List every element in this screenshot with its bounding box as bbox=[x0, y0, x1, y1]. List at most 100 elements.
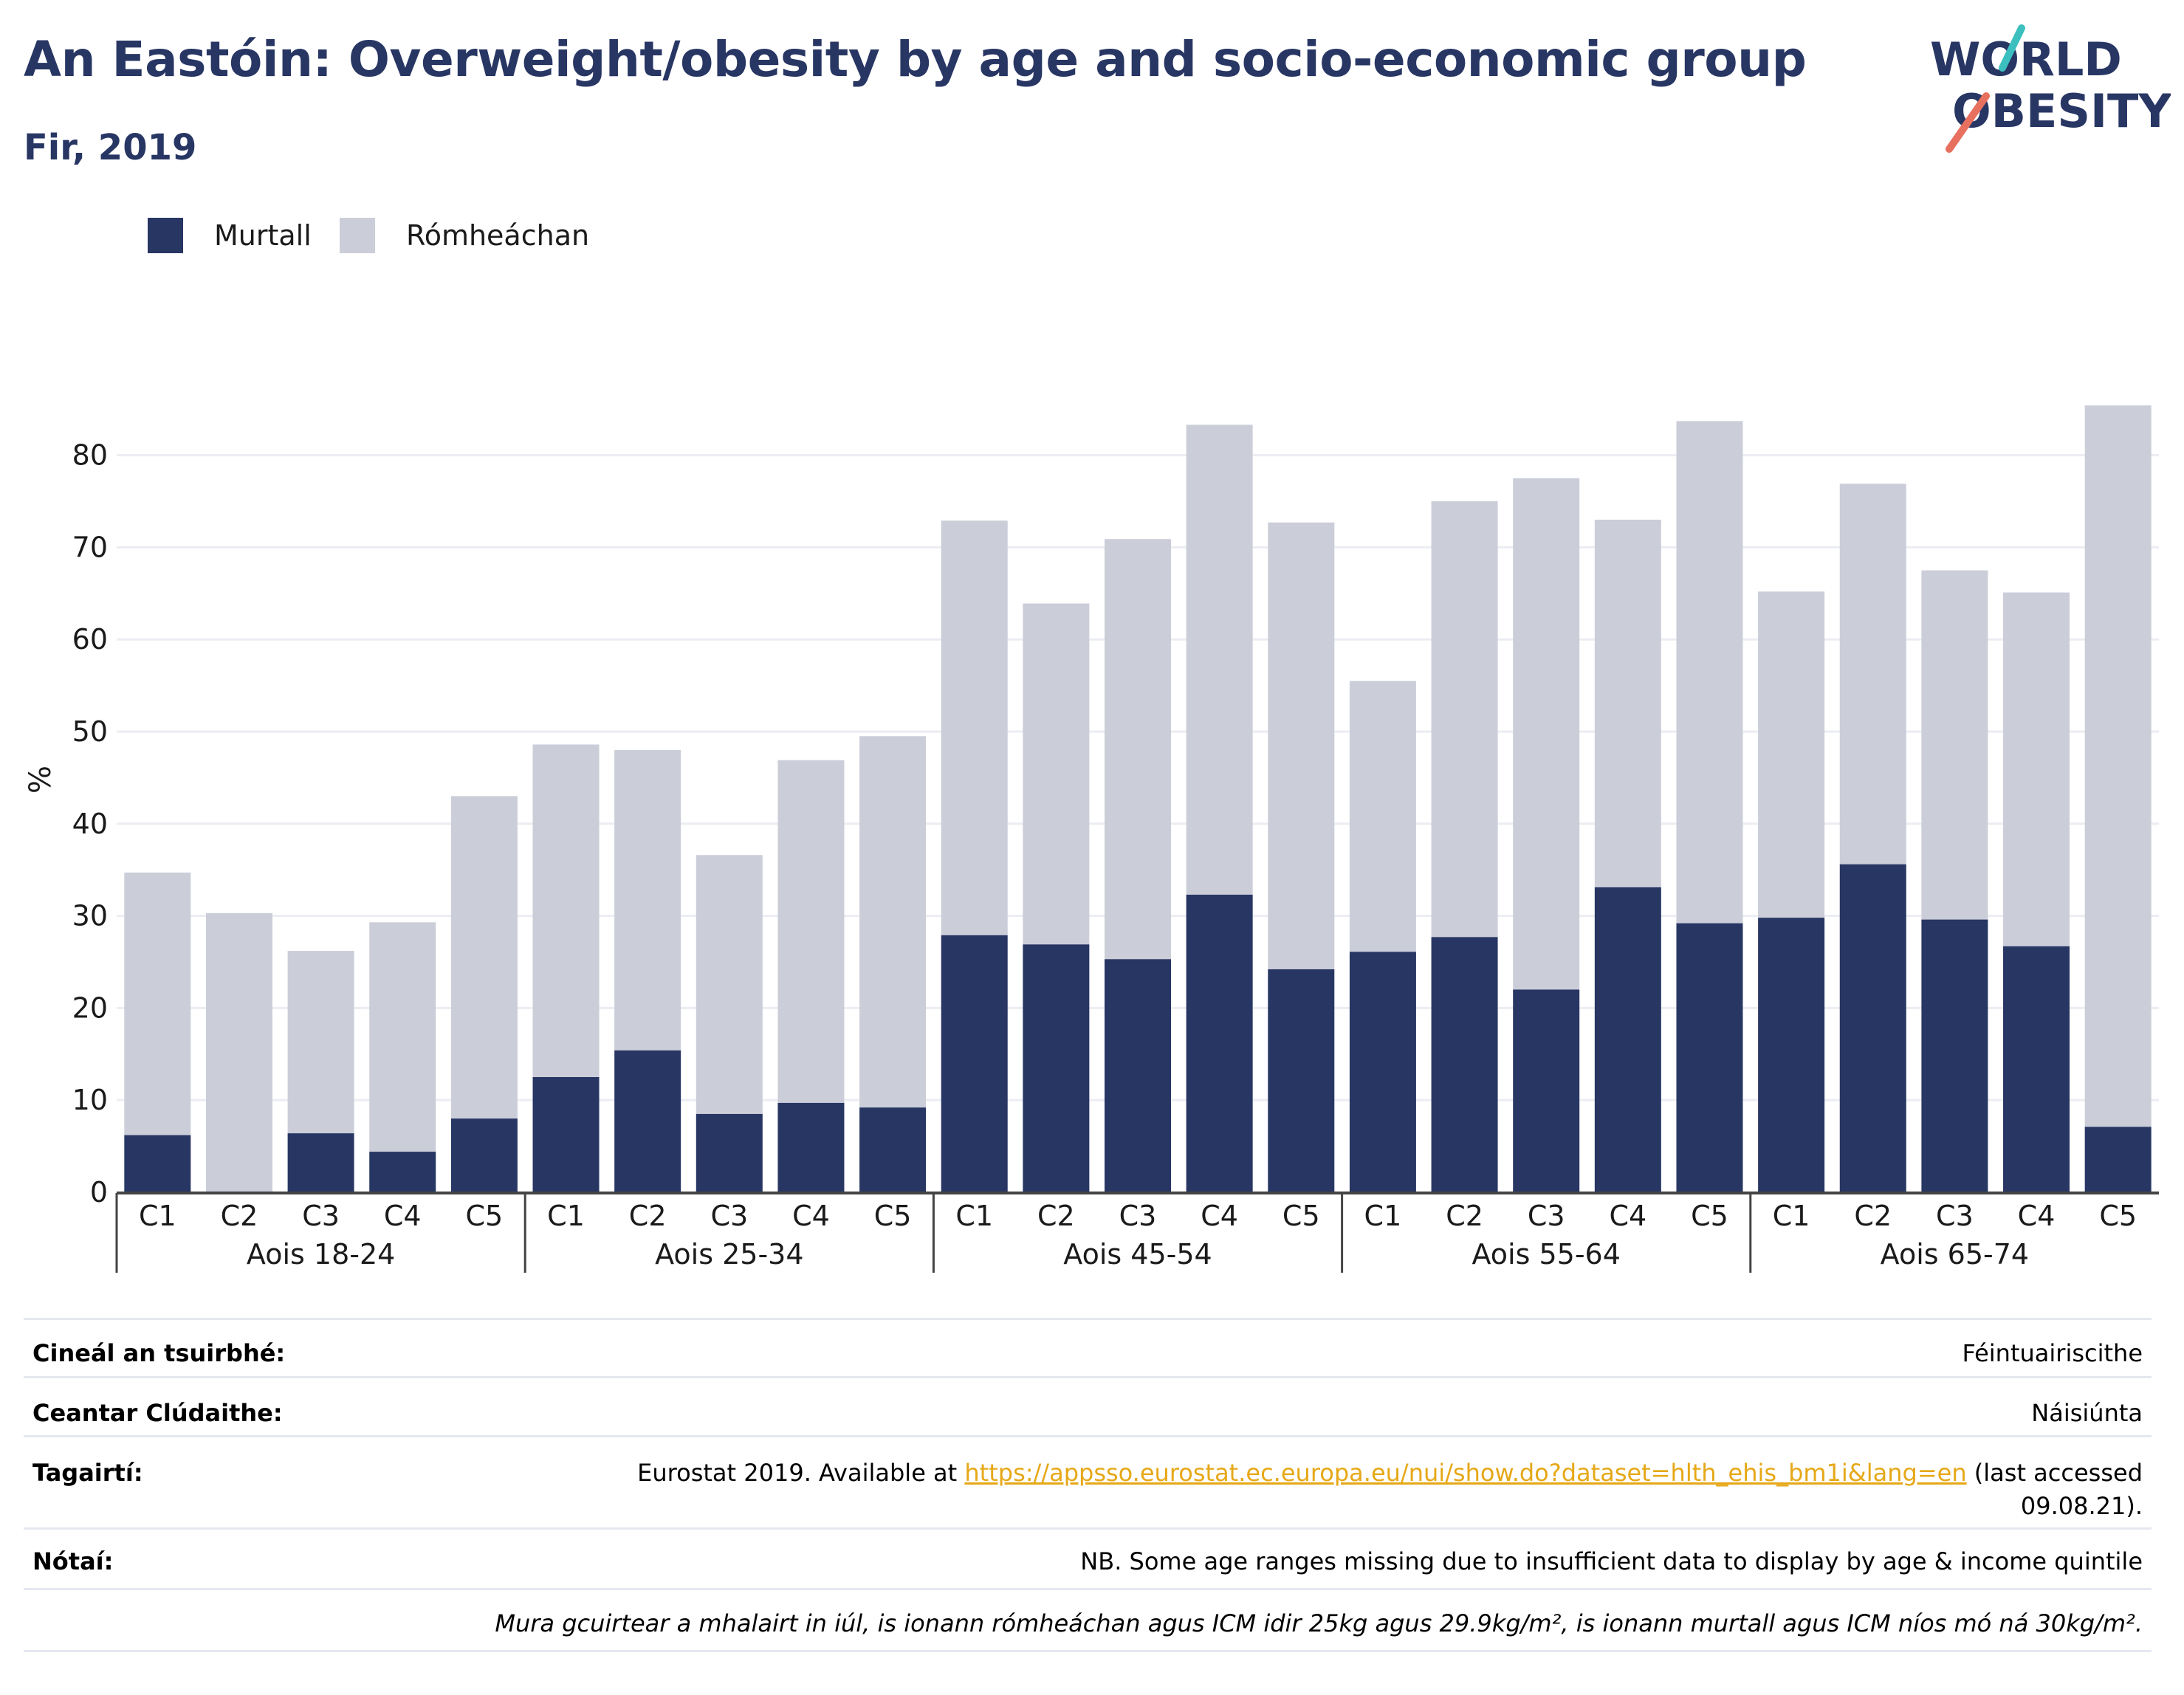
references-link[interactable]: https://appsso.eurostat.ec.europa.eu/nui… bbox=[964, 1459, 1967, 1487]
bar-murtall bbox=[2003, 946, 2070, 1192]
info-table: Cineál an tsuirbhé: Féintuairiscithe Cea… bbox=[24, 1318, 2152, 1652]
bar-romheachan bbox=[2003, 592, 2070, 946]
bar-murtall bbox=[1921, 919, 1988, 1192]
bar-romheachan bbox=[859, 736, 927, 1108]
y-tick-label: 10 bbox=[72, 1084, 108, 1116]
bar-romheachan bbox=[1268, 522, 1335, 969]
bar-romheachan bbox=[1186, 424, 1253, 895]
bar-murtall bbox=[1349, 952, 1416, 1192]
x-tick-label: C5 bbox=[1691, 1200, 1728, 1232]
bar-murtall bbox=[124, 1135, 191, 1192]
survey-type-value: Féintuairiscithe bbox=[437, 1318, 2152, 1378]
x-tick-label: C5 bbox=[466, 1200, 504, 1232]
references-label: Tagairtí: bbox=[24, 1436, 437, 1530]
y-tick-label: 40 bbox=[72, 808, 108, 840]
bar-romheachan bbox=[1105, 539, 1171, 960]
y-tick-label: 30 bbox=[72, 900, 108, 932]
chart-title: An Eastóin: Overweight/obesity by age an… bbox=[24, 31, 1807, 88]
bar-murtall bbox=[941, 935, 1008, 1192]
bar-romheachan bbox=[450, 796, 518, 1119]
bar-romheachan bbox=[287, 951, 354, 1134]
bar-romheachan bbox=[205, 912, 272, 1192]
y-tick-label: 20 bbox=[72, 991, 108, 1024]
area-label: Ceantar Clúdaithe: bbox=[24, 1377, 437, 1437]
bar-murtall bbox=[1268, 969, 1335, 1192]
bar-murtall bbox=[369, 1152, 436, 1192]
x-tick-label: C1 bbox=[139, 1200, 176, 1232]
legend-label-murtall: Murtall bbox=[214, 219, 312, 252]
bar-murtall bbox=[1594, 887, 1661, 1192]
bar-murtall bbox=[859, 1107, 927, 1192]
survey-type-label: Cineál an tsuirbhé: bbox=[24, 1318, 437, 1378]
notes-value: NB. Some age ranges missing due to insuf… bbox=[437, 1528, 2152, 1590]
bar-romheachan bbox=[1513, 478, 1580, 990]
world-obesity-logo: WORLD OBESITY bbox=[1930, 24, 2171, 153]
references-prefix: Eurostat 2019. Available at bbox=[637, 1459, 965, 1487]
bar-murtall bbox=[2084, 1127, 2152, 1192]
bar-romheachan bbox=[1023, 603, 1090, 945]
x-group-label: Aois 55-64 bbox=[1472, 1238, 1620, 1271]
y-tick-label: 70 bbox=[72, 531, 108, 563]
references-suffix: (last accessed bbox=[1966, 1459, 2143, 1487]
bar-murtall bbox=[1758, 918, 1825, 1192]
bar-murtall bbox=[1513, 989, 1580, 1192]
bar-romheachan bbox=[1349, 681, 1416, 952]
x-tick-label: C4 bbox=[792, 1200, 830, 1232]
bar-murtall bbox=[777, 1102, 845, 1192]
references-value: Eurostat 2019. Available at https://apps… bbox=[437, 1436, 2152, 1530]
bar-murtall bbox=[1839, 864, 1906, 1192]
footnote: Mura gcuirtear a mhalairt in iúl, is ion… bbox=[24, 1589, 2152, 1652]
bar-romheachan bbox=[1431, 501, 1498, 938]
bar-murtall bbox=[1431, 937, 1498, 1192]
legend-swatch-romheachan bbox=[340, 218, 375, 253]
x-tick-label: C1 bbox=[547, 1200, 585, 1232]
x-tick-label: C4 bbox=[1609, 1200, 1646, 1232]
bar-murtall bbox=[287, 1133, 354, 1192]
x-tick-label: C3 bbox=[1528, 1200, 1565, 1232]
bar-murtall bbox=[450, 1118, 518, 1192]
x-group-label: Aois 25-34 bbox=[655, 1238, 803, 1271]
bar-romheachan bbox=[1676, 421, 1743, 924]
x-tick-label: C3 bbox=[302, 1200, 340, 1232]
y-tick-label: 80 bbox=[72, 439, 108, 472]
references-date: 09.08.21). bbox=[2020, 1492, 2143, 1520]
bar-murtall bbox=[1676, 923, 1743, 1192]
x-tick-label: C2 bbox=[1446, 1200, 1483, 1232]
x-tick-label: C1 bbox=[955, 1200, 993, 1232]
x-tick-label: C1 bbox=[1773, 1200, 1810, 1232]
y-tick-label: 60 bbox=[72, 623, 108, 656]
info-row-footnote: Mura gcuirtear a mhalairt in iúl, is ion… bbox=[24, 1589, 2152, 1652]
logo-word-world: WORLD bbox=[1930, 32, 2122, 86]
bar-romheachan bbox=[614, 749, 681, 1051]
bar-murtall bbox=[1105, 959, 1171, 1192]
x-tick-label: C5 bbox=[874, 1200, 912, 1232]
x-tick-label: C2 bbox=[1037, 1200, 1075, 1232]
bar-murtall bbox=[1186, 894, 1253, 1192]
x-tick-label: C5 bbox=[1282, 1200, 1320, 1232]
bar-murtall bbox=[614, 1050, 681, 1192]
info-row-references: Tagairtí: Eurostat 2019. Available at ht… bbox=[24, 1436, 2152, 1530]
bar-murtall bbox=[696, 1113, 763, 1192]
bar-romheachan bbox=[1594, 519, 1661, 887]
x-tick-label: C2 bbox=[1854, 1200, 1892, 1232]
bar-romheachan bbox=[777, 760, 845, 1103]
bar-romheachan bbox=[696, 855, 763, 1114]
bar-romheachan bbox=[1921, 570, 1988, 920]
bar-romheachan bbox=[369, 922, 436, 1152]
y-tick-label: 50 bbox=[72, 715, 108, 748]
area-value: Náisiúnta bbox=[437, 1377, 2152, 1437]
x-tick-label: C4 bbox=[384, 1200, 422, 1232]
logo-word-obesity: OBESITY bbox=[1952, 84, 2171, 138]
x-group-label: Aois 45-54 bbox=[1063, 1238, 1212, 1271]
x-tick-label: C2 bbox=[629, 1200, 667, 1232]
x-tick-label: C3 bbox=[1936, 1200, 1974, 1232]
legend-item-romheachan[interactable]: Rómheáchan bbox=[340, 218, 589, 253]
x-tick-label: C4 bbox=[2018, 1200, 2056, 1232]
x-tick-label: C3 bbox=[710, 1200, 748, 1232]
x-tick-label: C1 bbox=[1364, 1200, 1402, 1232]
notes-label: Nótaí: bbox=[24, 1528, 437, 1590]
chart-subtitle: Fir, 2019 bbox=[24, 127, 197, 168]
bar-romheachan bbox=[124, 872, 191, 1135]
bar-murtall bbox=[532, 1077, 600, 1192]
legend-item-murtall[interactable]: Murtall bbox=[148, 218, 312, 253]
